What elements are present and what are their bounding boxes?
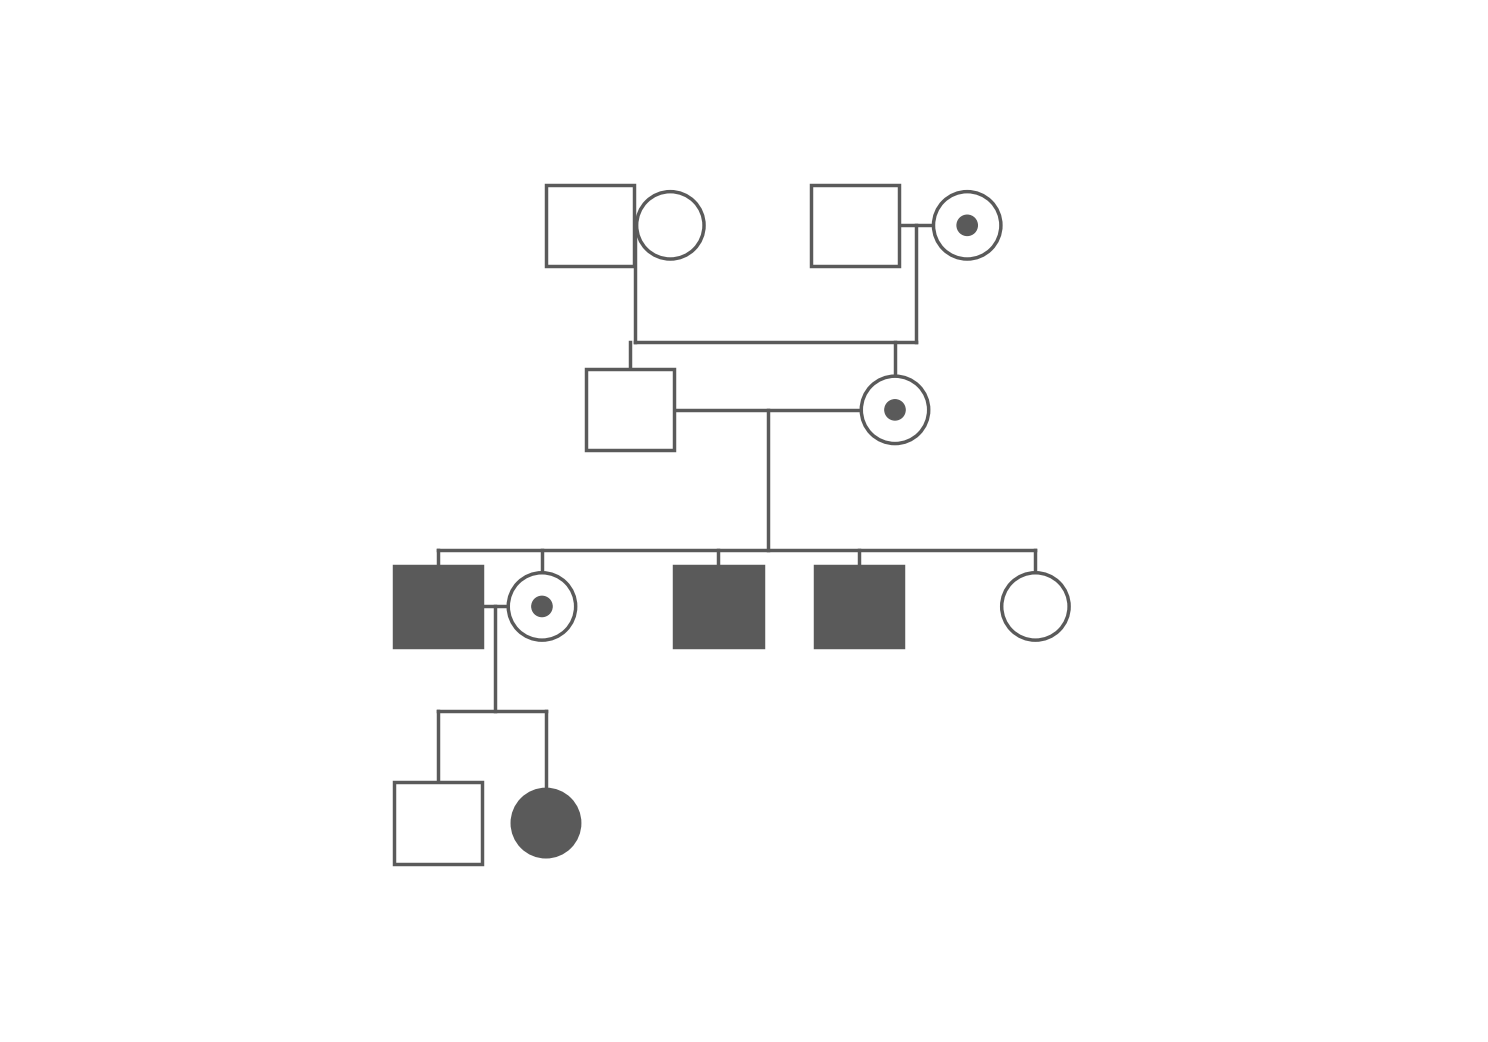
Bar <box>674 566 763 647</box>
Bar <box>815 566 903 647</box>
Ellipse shape <box>509 573 576 640</box>
Bar <box>393 783 482 864</box>
Bar <box>586 369 674 450</box>
Ellipse shape <box>512 790 580 857</box>
Ellipse shape <box>637 192 704 259</box>
Ellipse shape <box>933 192 1001 259</box>
Ellipse shape <box>862 376 929 444</box>
Bar <box>811 184 899 266</box>
Ellipse shape <box>1001 573 1068 640</box>
Bar <box>546 184 634 266</box>
Circle shape <box>957 216 978 235</box>
Circle shape <box>885 400 905 420</box>
Bar <box>393 566 482 647</box>
Circle shape <box>531 596 552 617</box>
